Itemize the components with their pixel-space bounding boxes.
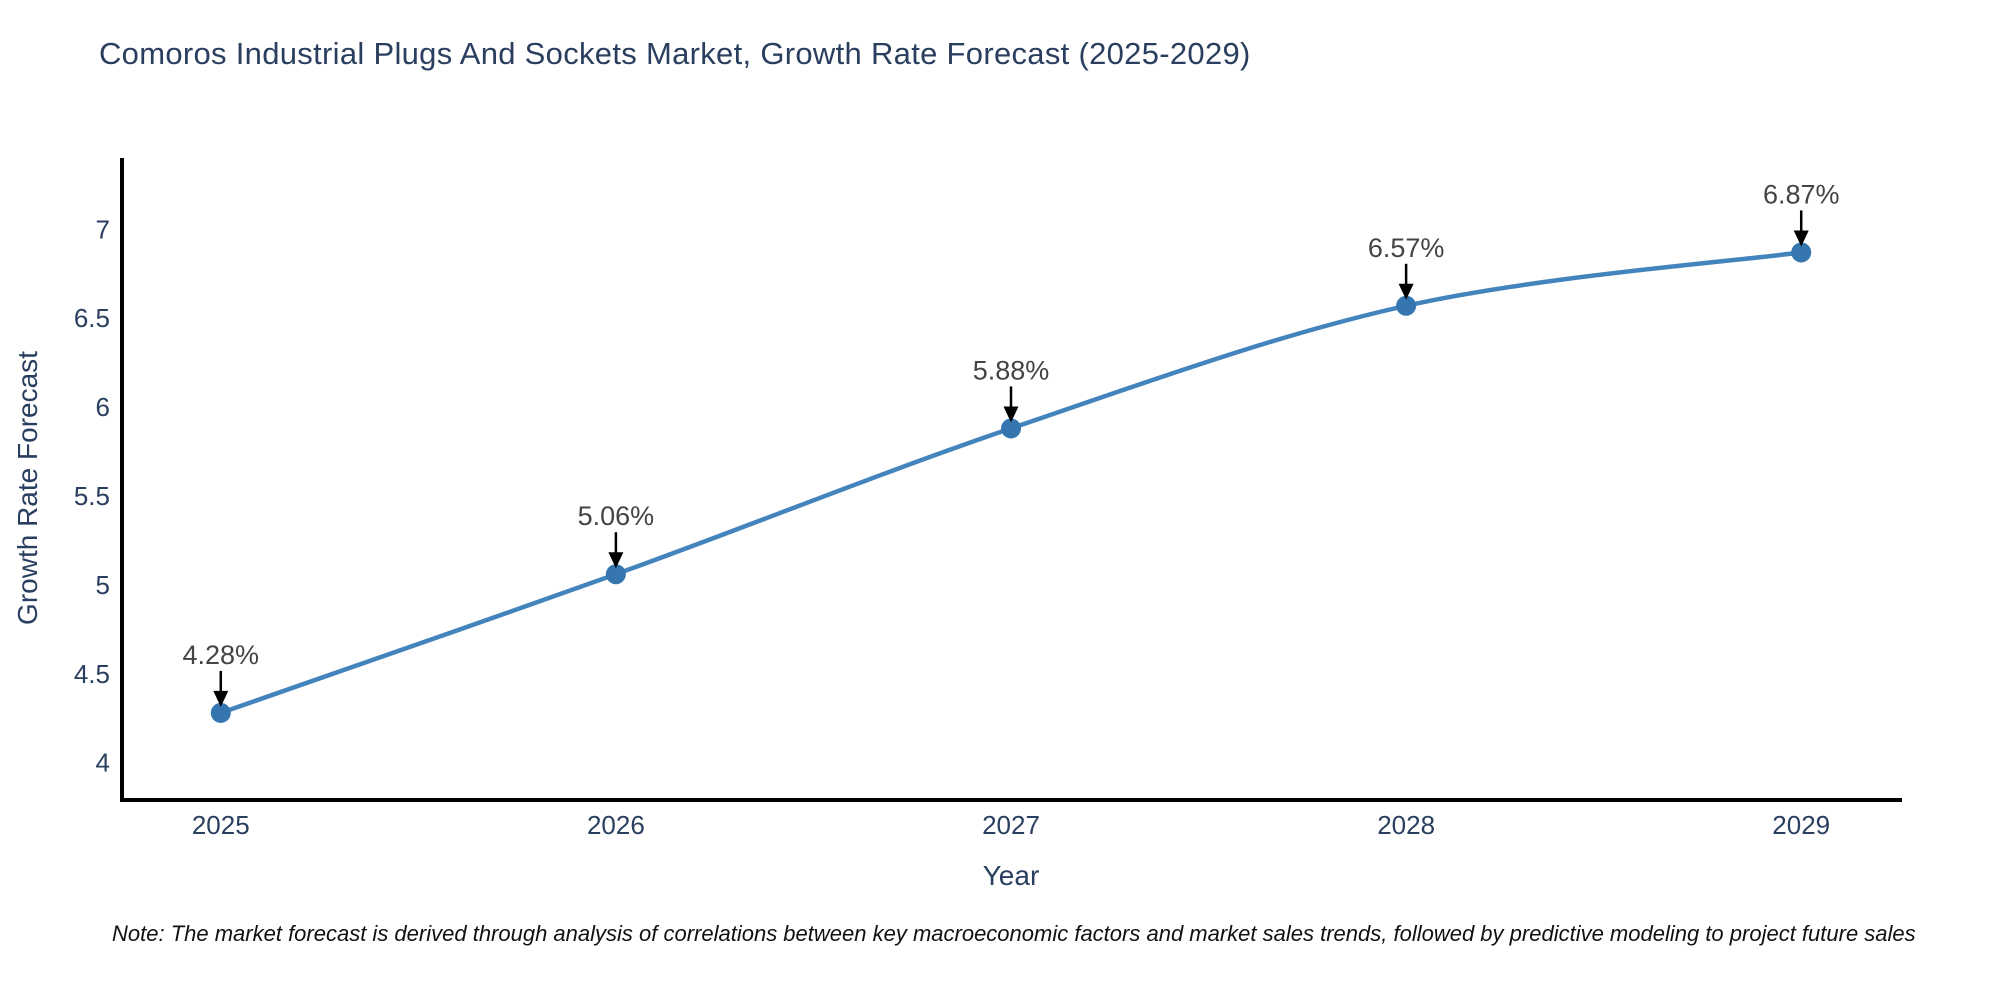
data-point-marker[interactable] [1396,295,1417,316]
data-point-annotation: 5.06% [578,501,655,531]
chart-title: Comoros Industrial Plugs And Sockets Mar… [99,36,1251,71]
annotation-arrowhead [1793,230,1809,247]
data-point-annotation: 6.87% [1763,179,1840,209]
trend-line [218,250,1804,716]
data-point-marker[interactable] [1791,242,1812,263]
annotation-arrowhead [213,690,229,707]
x-axis-tick-label: 2026 [587,810,645,840]
y-axis-title: Growth Rate Forecast [12,351,43,625]
data-point-marker[interactable] [210,702,231,723]
y-axis-tick-label: 6.5 [74,303,110,333]
annotation-arrowhead [1398,283,1414,300]
y-axis-tick-label: 5 [96,570,110,600]
y-axis-tick-label: 4.5 [74,659,110,689]
x-axis-tick-label: 2029 [1772,810,1830,840]
chart-footnote: Note: The market forecast is derived thr… [112,921,1916,946]
y-axis-tick-label: 7 [96,214,110,244]
y-axis-tick-label: 5.5 [74,481,110,511]
y-axis-tick-label: 4 [96,748,110,778]
data-point-annotation: 5.88% [973,355,1050,385]
x-axis-tick-label: 2027 [982,810,1040,840]
annotation-arrowhead [608,552,624,569]
y-axis-tick-label: 6 [96,392,110,422]
x-axis-tick-label: 2025 [192,810,250,840]
data-point-annotation: 4.28% [182,640,259,670]
x-axis-title: Year [982,860,1040,891]
data-point-marker[interactable] [1001,418,1021,439]
x-axis-tick-label: 2028 [1377,810,1435,840]
data-point-annotation: 6.57% [1368,233,1445,263]
data-point-marker[interactable] [605,564,626,585]
annotation-arrowhead [1003,406,1019,423]
axis-lines [120,158,1902,802]
